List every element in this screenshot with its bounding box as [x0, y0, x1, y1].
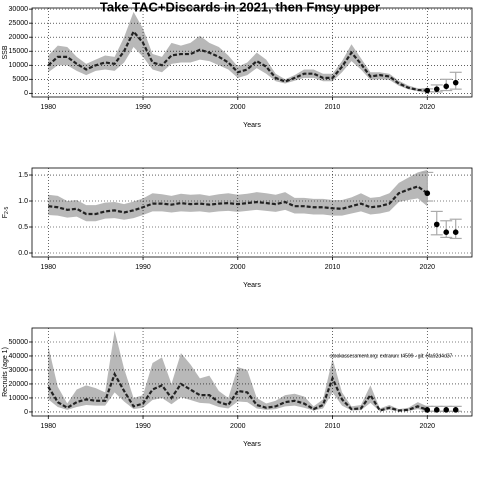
panel: 1980 1990 2000 2010 2020 0 5000 10000 15000 20000… [2, 6, 473, 129]
projection-point [424, 87, 431, 94]
x-tick-label: 2020 [419, 264, 435, 271]
y-tick-label: 30000 [9, 367, 29, 374]
y-tick-label: 0 [24, 409, 28, 416]
x-axis-label: Years [243, 122, 261, 129]
y-tick-label: 0.0 [18, 250, 28, 257]
y-tick-label: 1.0 [18, 198, 28, 205]
projection-point [443, 407, 450, 413]
y-tick-label: 40000 [9, 353, 29, 360]
x-tick-label: 2000 [230, 264, 246, 271]
y-tick-label: 15000 [9, 48, 29, 55]
median-line [47, 29, 428, 92]
projection-point [424, 407, 431, 413]
projection-point [424, 190, 431, 197]
y-tick-label: 50000 [9, 339, 29, 346]
projection-point [452, 407, 459, 413]
y-tick-label: 30000 [9, 6, 29, 13]
x-tick-label: 1980 [41, 423, 57, 430]
median-line [47, 371, 428, 412]
x-tick-label: 1980 [41, 104, 57, 111]
projection-point [443, 229, 450, 236]
y-axis-label: F2-5 [2, 207, 10, 219]
x-tick-label: 2010 [325, 264, 341, 271]
plot-frame [31, 327, 473, 417]
x-tick-label: 2010 [325, 104, 341, 111]
panel: 1980 1990 2000 2010 2020 0.0 0.5 1.0 1.5 Years F2-… [2, 167, 473, 289]
x-tick-label: 2000 [230, 423, 246, 430]
projection-point [452, 79, 459, 86]
y-tick-label: 10000 [9, 395, 29, 402]
y-axis-label: SSB [2, 45, 9, 59]
panel: 1980 1990 2000 2010 2020 0 10000 20000 30000 4000… [2, 327, 473, 448]
y-tick-label: 0.5 [18, 224, 28, 231]
chart-title: Take TAC+Discards in 2021, then Fmsy upp… [100, 0, 380, 14]
plot-frame [31, 7, 473, 98]
x-tick-label: 2010 [325, 423, 341, 430]
median-line [48, 185, 428, 216]
x-tick-label: 2020 [419, 423, 435, 430]
projection-point [452, 229, 459, 236]
y-tick-label: 5000 [12, 76, 28, 83]
y-tick-label: 20000 [9, 34, 29, 41]
y-axis-label: Recruits (age 1) [2, 347, 9, 397]
projection-point [433, 407, 440, 413]
x-tick-label: 1990 [135, 423, 151, 430]
y-tick-label: 25000 [9, 20, 29, 27]
x-axis-label: Years [243, 441, 261, 448]
y-tick-label: 10000 [9, 62, 29, 69]
y-axis-label-main: Recruits (age 1) [2, 347, 9, 397]
y-tick-label: 20000 [9, 381, 29, 388]
confidence-band [48, 11, 428, 92]
x-axis-label: Years [243, 282, 261, 289]
x-tick-label: 1990 [135, 104, 151, 111]
x-tick-label: 2000 [230, 104, 246, 111]
plot-frame [31, 167, 473, 258]
projection-point [433, 86, 440, 92]
y-tick-label: 1.5 [18, 172, 28, 179]
x-tick-label: 1980 [41, 264, 57, 271]
y-axis-label-sub: 2-5 [4, 207, 10, 214]
y-tick-label: 0 [24, 90, 28, 97]
x-tick-label: 2020 [419, 104, 435, 111]
y-axis-label-main: SSB [2, 45, 9, 59]
x-tick-label: 1990 [135, 264, 151, 271]
annotation: stockassessment.org: extrarun: t4599 - g… [330, 353, 453, 359]
y-axis-label-main: F [2, 214, 9, 218]
projection-point [443, 83, 450, 90]
confidence-band [48, 330, 428, 412]
projection-point [433, 221, 440, 228]
